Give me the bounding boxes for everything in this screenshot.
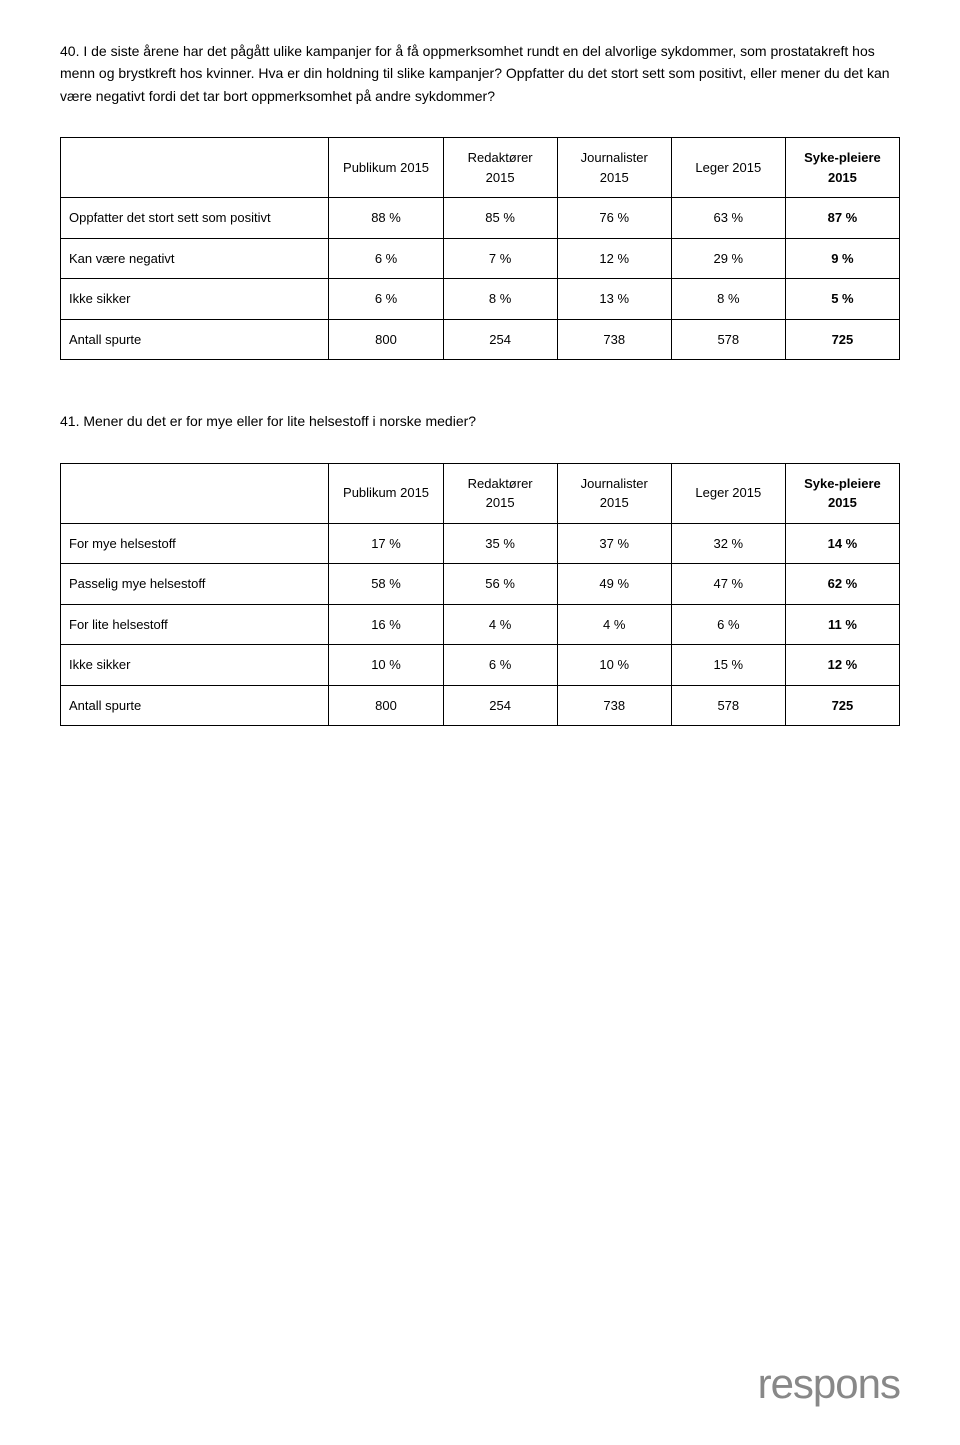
table-cell-label: Passelig mye helsestoff bbox=[61, 564, 329, 605]
table-cell: 578 bbox=[671, 319, 785, 360]
table-row: Ikke sikker 10 % 6 % 10 % 15 % 12 % bbox=[61, 645, 900, 686]
table-cell-label: For lite helsestoff bbox=[61, 604, 329, 645]
table-header: Leger 2015 bbox=[671, 138, 785, 198]
table-cell: 6 % bbox=[329, 238, 443, 279]
table-header: Syke-pleiere 2015 bbox=[785, 138, 899, 198]
table-cell: 8 % bbox=[671, 279, 785, 320]
table-row: For lite helsestoff 16 % 4 % 4 % 6 % 11 … bbox=[61, 604, 900, 645]
table-cell-label: Kan være negativt bbox=[61, 238, 329, 279]
question-40: 40. I de siste årene har det pågått ulik… bbox=[60, 40, 900, 107]
table-row: Oppfatter det stort sett som positivt 88… bbox=[61, 198, 900, 239]
table-cell: 6 % bbox=[443, 645, 557, 686]
table-41: Publikum 2015 Redaktører 2015 Journalist… bbox=[60, 463, 900, 727]
table-cell: 738 bbox=[557, 685, 671, 726]
table-header: Journalister 2015 bbox=[557, 463, 671, 523]
table-row: Antall spurte 800 254 738 578 725 bbox=[61, 685, 900, 726]
table-cell: 35 % bbox=[443, 523, 557, 564]
table-cell: 32 % bbox=[671, 523, 785, 564]
table-cell: 47 % bbox=[671, 564, 785, 605]
table-cell: 17 % bbox=[329, 523, 443, 564]
table-cell: 16 % bbox=[329, 604, 443, 645]
table-header-empty bbox=[61, 138, 329, 198]
table-cell: 9 % bbox=[785, 238, 899, 279]
table-cell: 5 % bbox=[785, 279, 899, 320]
table-header-empty bbox=[61, 463, 329, 523]
table-cell-label: Ikke sikker bbox=[61, 279, 329, 320]
table-cell: 738 bbox=[557, 319, 671, 360]
table-cell: 14 % bbox=[785, 523, 899, 564]
table-header: Redaktører 2015 bbox=[443, 463, 557, 523]
table-row: For mye helsestoff 17 % 35 % 37 % 32 % 1… bbox=[61, 523, 900, 564]
table-header: Syke-pleiere 2015 bbox=[785, 463, 899, 523]
table-cell: 10 % bbox=[557, 645, 671, 686]
table-cell: 56 % bbox=[443, 564, 557, 605]
table-cell-label: Oppfatter det stort sett som positivt bbox=[61, 198, 329, 239]
table-cell: 4 % bbox=[443, 604, 557, 645]
table-cell: 800 bbox=[329, 319, 443, 360]
table-cell: 37 % bbox=[557, 523, 671, 564]
table-cell: 800 bbox=[329, 685, 443, 726]
question-41: 41. Mener du det er for mye eller for li… bbox=[60, 410, 900, 432]
table-cell: 6 % bbox=[329, 279, 443, 320]
table-cell: 49 % bbox=[557, 564, 671, 605]
table-cell: 254 bbox=[443, 685, 557, 726]
table-row: Publikum 2015 Redaktører 2015 Journalist… bbox=[61, 463, 900, 523]
table-header: Journalister 2015 bbox=[557, 138, 671, 198]
table-cell: 725 bbox=[785, 685, 899, 726]
table-cell: 85 % bbox=[443, 198, 557, 239]
table-cell-label: Ikke sikker bbox=[61, 645, 329, 686]
table-cell: 63 % bbox=[671, 198, 785, 239]
table-cell: 725 bbox=[785, 319, 899, 360]
table-cell: 10 % bbox=[329, 645, 443, 686]
question-41-text: 41. Mener du det er for mye eller for li… bbox=[60, 410, 900, 432]
table-row: Publikum 2015 Redaktører 2015 Journalist… bbox=[61, 138, 900, 198]
table-header: Leger 2015 bbox=[671, 463, 785, 523]
table-cell: 76 % bbox=[557, 198, 671, 239]
table-header: Redaktører 2015 bbox=[443, 138, 557, 198]
table-cell: 12 % bbox=[557, 238, 671, 279]
table-cell: 29 % bbox=[671, 238, 785, 279]
table-cell: 8 % bbox=[443, 279, 557, 320]
question-40-text: 40. I de siste årene har det pågått ulik… bbox=[60, 40, 900, 107]
table-40: Publikum 2015 Redaktører 2015 Journalist… bbox=[60, 137, 900, 360]
table-cell: 88 % bbox=[329, 198, 443, 239]
table-cell: 12 % bbox=[785, 645, 899, 686]
table-cell: 6 % bbox=[671, 604, 785, 645]
table-cell: 58 % bbox=[329, 564, 443, 605]
table-header: Publikum 2015 bbox=[329, 138, 443, 198]
table-cell: 15 % bbox=[671, 645, 785, 686]
table-cell-label: Antall spurte bbox=[61, 685, 329, 726]
table-cell-label: For mye helsestoff bbox=[61, 523, 329, 564]
table-header: Publikum 2015 bbox=[329, 463, 443, 523]
table-row: Ikke sikker 6 % 8 % 13 % 8 % 5 % bbox=[61, 279, 900, 320]
table-cell: 87 % bbox=[785, 198, 899, 239]
table-row: Antall spurte 800 254 738 578 725 bbox=[61, 319, 900, 360]
table-row: Passelig mye helsestoff 58 % 56 % 49 % 4… bbox=[61, 564, 900, 605]
logo: respons bbox=[758, 1352, 900, 1415]
table-cell: 578 bbox=[671, 685, 785, 726]
table-row: Kan være negativt 6 % 7 % 12 % 29 % 9 % bbox=[61, 238, 900, 279]
table-cell: 62 % bbox=[785, 564, 899, 605]
table-cell: 7 % bbox=[443, 238, 557, 279]
table-cell: 13 % bbox=[557, 279, 671, 320]
table-cell: 4 % bbox=[557, 604, 671, 645]
table-cell: 254 bbox=[443, 319, 557, 360]
table-cell: 11 % bbox=[785, 604, 899, 645]
table-cell-label: Antall spurte bbox=[61, 319, 329, 360]
